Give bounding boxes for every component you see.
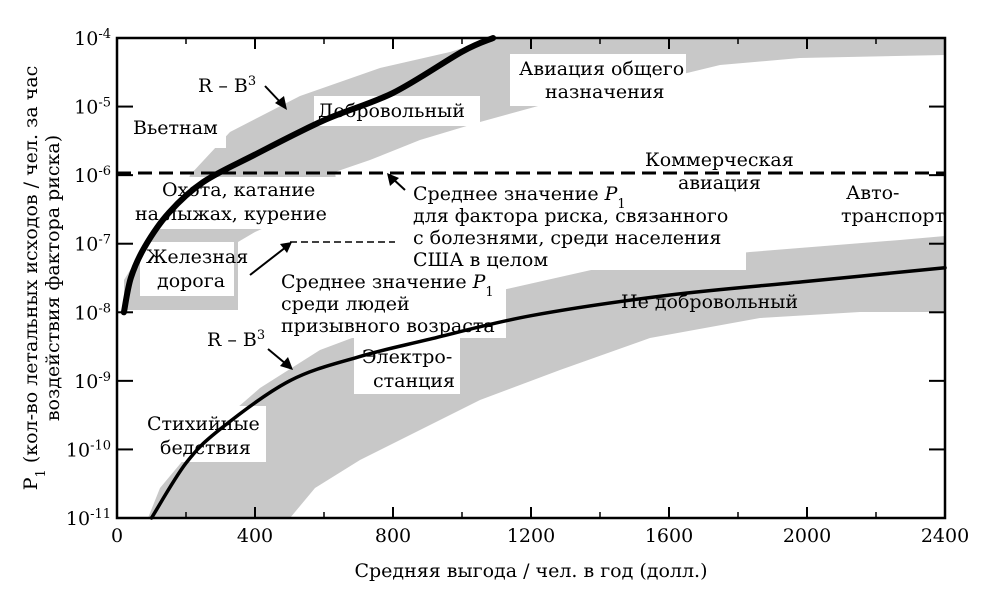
voluntary-label: Добровольный	[318, 100, 465, 122]
annotation-arrows	[249, 85, 406, 370]
x-tick-label: 2000	[783, 525, 831, 547]
auto-label-2: транспорт	[841, 205, 945, 227]
involuntary-band	[148, 236, 945, 518]
y-axis-title-line1: P1 (кол-во летальных исходов / чел. за ч…	[20, 66, 49, 491]
railroad-label-1: Железная	[146, 246, 248, 268]
disasters-label-1: Стихийные	[147, 413, 260, 435]
vietnam-label: Вьетнам	[133, 117, 218, 139]
draft-mean-label-1: Среднее значение P1	[281, 271, 494, 300]
disease-mean-label-1: Среднее значение P1	[413, 183, 626, 212]
auto-label-1: Авто-	[846, 182, 899, 204]
x-tick-label: 400	[237, 525, 273, 547]
y-tick-label: 10-4	[74, 27, 111, 51]
disease-mean-label-2: для фактора риска, связанного	[413, 205, 728, 227]
x-tick-label: 1200	[507, 525, 555, 547]
region-labels: R – B3 Вьетнам Добровольный Авиация обще…	[133, 58, 945, 459]
involuntary-curve-label: R – B3	[207, 328, 265, 352]
x-ticks: 0 400 800 1200 1600 2000 2400	[111, 38, 969, 547]
draft-mean-label-3: призывного возраста	[281, 315, 495, 337]
x-tick-label: 1600	[645, 525, 693, 547]
hunting-label-1: Охота, катание	[162, 179, 315, 201]
y-tick-label: 10-9	[74, 369, 111, 393]
hunting-label-2: на лыжах, курение	[135, 203, 327, 225]
disasters-label-2: бедствия	[160, 437, 251, 459]
railroad-label-2: дорога	[157, 270, 225, 292]
draft-mean-label-2: среди людей	[281, 293, 410, 315]
power-station-label-2: станция	[373, 370, 455, 392]
x-tick-label: 800	[375, 525, 411, 547]
label-boxes	[126, 54, 938, 462]
y-axis-title: P1 (кол-во летальных исходов / чел. за ч…	[20, 66, 64, 491]
y-tick-label: 10-7	[74, 232, 111, 256]
involuntary-label: Не добровольный	[621, 291, 798, 313]
x-tick-label: 0	[111, 525, 123, 547]
x-axis-title: Средняя выгода / чел. в год (долл.)	[354, 560, 707, 582]
y-tick-label: 10-11	[66, 507, 111, 531]
draft-age-arrow	[249, 246, 287, 276]
general-aviation-label-2: назначения	[545, 81, 664, 103]
commercial-aviation-label-2: авиация	[678, 172, 761, 194]
y-axis-title-line2: воздействия фактора риска)	[42, 135, 64, 421]
disease-mean-label-4: США в целом	[413, 249, 548, 271]
voluntary-curve	[120, 35, 497, 316]
disease-mean-label-3: с болезнями, среди населения	[413, 227, 721, 249]
y-ticks: 10-4 10-5 10-6 10-7 10-8 10-9 10-10 10-11	[66, 27, 945, 531]
commercial-aviation-label-1: Коммерческая	[645, 149, 794, 171]
general-aviation-label-1: Авиация общего	[519, 58, 684, 80]
y-tick-label: 10-10	[66, 438, 111, 462]
involuntary-curve	[149, 265, 947, 520]
y-tick-label: 10-8	[74, 301, 111, 325]
power-station-label-1: Электро-	[362, 346, 452, 368]
y-tick-label: 10-6	[74, 164, 111, 188]
involuntary-rb-arrow	[267, 348, 287, 365]
y-tick-label: 10-5	[74, 95, 111, 119]
x-tick-label: 2400	[921, 525, 969, 547]
voluntary-curve-label: R – B3	[198, 74, 256, 98]
